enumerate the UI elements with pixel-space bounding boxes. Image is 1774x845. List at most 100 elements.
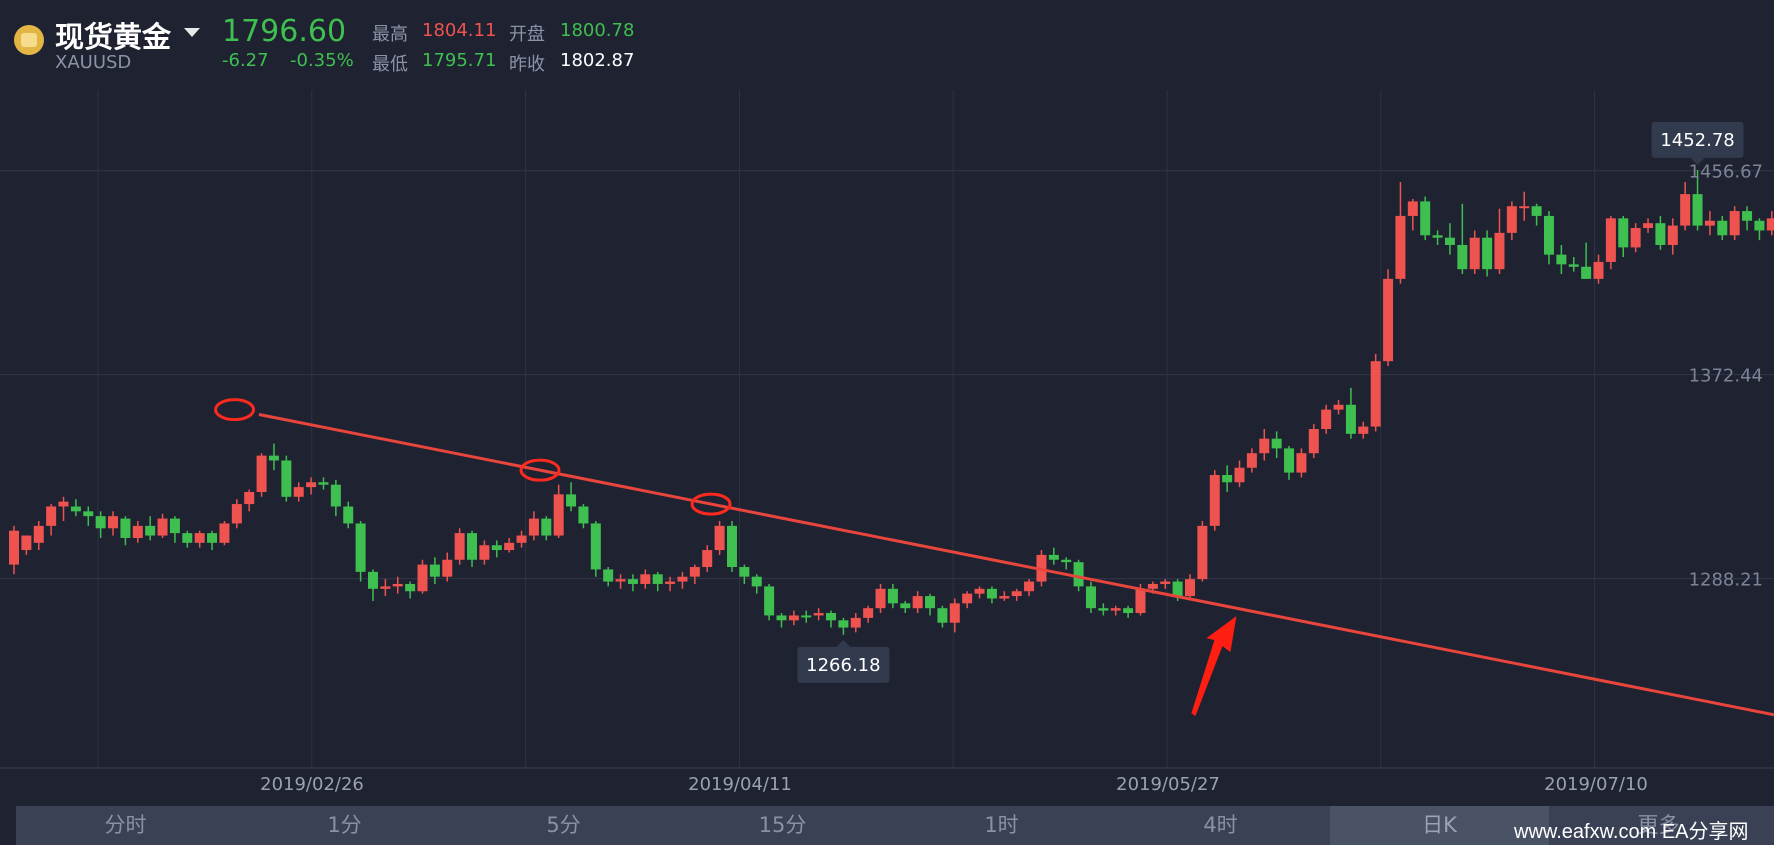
candle-body bbox=[442, 559, 453, 577]
candle-body bbox=[268, 455, 279, 461]
candle-body bbox=[1383, 278, 1394, 362]
open-label: 开盘 bbox=[509, 24, 545, 45]
candle-body bbox=[541, 518, 552, 536]
candle-body bbox=[887, 588, 898, 604]
tab-1min[interactable]: 1分 bbox=[327, 813, 362, 837]
candle-body bbox=[1085, 586, 1096, 609]
candle-body bbox=[1717, 220, 1728, 236]
low-callout-pointer bbox=[836, 639, 851, 647]
candle-body bbox=[70, 506, 81, 512]
candle-body bbox=[677, 576, 688, 582]
annotations-layer: 1452.78 1266.18 bbox=[214, 121, 1774, 717]
candle-body bbox=[603, 569, 614, 582]
high-value: 1804.11 bbox=[422, 20, 497, 41]
y-tick-label: 1456.67 bbox=[1689, 162, 1763, 183]
candle-body bbox=[1123, 608, 1134, 614]
candle-body bbox=[566, 494, 577, 507]
candle-body bbox=[46, 506, 57, 526]
candle-body bbox=[1061, 559, 1072, 563]
low-label: 最低 bbox=[372, 54, 408, 75]
candle-body bbox=[58, 501, 69, 507]
candle-body bbox=[1729, 211, 1740, 236]
candle-body bbox=[1618, 218, 1629, 248]
candle-body bbox=[1655, 223, 1666, 245]
candle-body bbox=[145, 525, 156, 536]
resistance-trendline bbox=[258, 413, 1774, 717]
candle-body bbox=[714, 525, 725, 551]
candle-body bbox=[1680, 194, 1691, 226]
candle-body bbox=[776, 615, 787, 621]
candle-body bbox=[244, 491, 255, 505]
highlight-circle bbox=[214, 398, 256, 422]
candle-body bbox=[293, 487, 304, 497]
tab-daily[interactable]: 日K bbox=[1330, 806, 1549, 845]
candle-body bbox=[665, 581, 676, 584]
candle-body bbox=[1185, 579, 1195, 597]
tab-fenshi[interactable]: 分时 bbox=[104, 813, 147, 837]
candle-body bbox=[826, 613, 837, 621]
candle-body bbox=[764, 586, 775, 616]
candle-body bbox=[330, 484, 341, 507]
candle-body bbox=[1742, 211, 1753, 221]
candle-body bbox=[120, 518, 131, 538]
candle-body bbox=[219, 523, 230, 543]
symbol-name[interactable]: 现货黄金 bbox=[55, 20, 172, 54]
symbol-dropdown-icon[interactable] bbox=[184, 28, 200, 37]
candle-body bbox=[553, 494, 564, 536]
candle-body bbox=[1568, 264, 1579, 267]
tab-4hour[interactable]: 4时 bbox=[1203, 813, 1238, 837]
candle-body bbox=[1444, 237, 1455, 245]
candle-body bbox=[318, 482, 329, 485]
candles-layer bbox=[9, 169, 1774, 635]
tab-1hour[interactable]: 1时 bbox=[984, 813, 1019, 837]
candle-body bbox=[479, 545, 490, 560]
candle-body bbox=[640, 574, 651, 584]
tab-more[interactable]: 更多 bbox=[1637, 813, 1680, 837]
axis-labels: 1456.67 1372.44 1288.21 2019/02/26 2019/04/1… bbox=[260, 162, 1763, 795]
quote-header: 现货黄金 XAUUSD 1796.60 -6.27 -0.35% 最高 1804… bbox=[0, 0, 1774, 80]
highlight-circle bbox=[690, 492, 732, 516]
candle-body bbox=[702, 550, 713, 568]
candle-body bbox=[1581, 266, 1592, 279]
candle-body bbox=[1531, 206, 1542, 216]
high-callout-label: 1452.78 bbox=[1660, 130, 1734, 151]
candle-body bbox=[1024, 581, 1035, 592]
candle-body bbox=[33, 525, 44, 543]
candle-body bbox=[1407, 201, 1418, 216]
candle-body bbox=[1519, 206, 1530, 209]
chart-grid bbox=[0, 90, 1774, 769]
candle-body bbox=[256, 455, 267, 492]
candle-body bbox=[999, 596, 1010, 599]
candle-body bbox=[615, 579, 626, 582]
candle-body bbox=[962, 593, 973, 604]
price-change-percent: -0.35% bbox=[290, 50, 354, 71]
candle-body bbox=[838, 620, 849, 628]
candle-body bbox=[1234, 467, 1245, 483]
candle-body bbox=[1420, 201, 1431, 236]
candle-body bbox=[454, 533, 465, 560]
candle-body bbox=[590, 523, 601, 570]
candle-body bbox=[912, 596, 923, 609]
candle-body bbox=[1482, 237, 1493, 270]
tab-15min[interactable]: 15分 bbox=[758, 813, 807, 837]
candle-body bbox=[900, 603, 911, 609]
candle-body bbox=[689, 567, 700, 577]
highlight-circle bbox=[519, 458, 561, 482]
low-callout-label: 1266.18 bbox=[806, 655, 880, 676]
candle-body bbox=[1556, 254, 1567, 265]
candle-body bbox=[1098, 608, 1109, 611]
tab-5min[interactable]: 5分 bbox=[546, 813, 581, 837]
candle-body bbox=[21, 535, 32, 551]
candle-body bbox=[367, 571, 378, 589]
high-callout-pointer bbox=[1690, 157, 1705, 165]
candle-body bbox=[108, 516, 119, 529]
candle-body bbox=[83, 511, 94, 517]
red-arrow-icon bbox=[1191, 616, 1237, 717]
watermark: www.eafxw.com EA分享网 bbox=[1514, 821, 1749, 843]
candle-body bbox=[1457, 244, 1468, 270]
candle-body bbox=[1271, 438, 1282, 449]
candle-body bbox=[182, 533, 193, 543]
candle-body bbox=[281, 460, 292, 497]
candle-body bbox=[405, 583, 416, 592]
